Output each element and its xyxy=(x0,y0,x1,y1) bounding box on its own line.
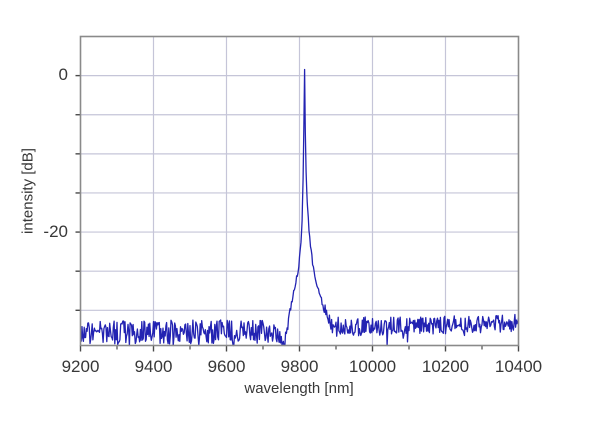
x-tick-label-10000: 10000 xyxy=(348,357,397,376)
x-tick-label-9400: 9400 xyxy=(134,357,173,376)
x-tick-label-10400: 10400 xyxy=(494,357,543,376)
y-tick-label-0: 0 xyxy=(58,65,68,84)
x-tick-label-9800: 9800 xyxy=(280,357,319,376)
x-tick-label-9200: 9200 xyxy=(61,357,100,376)
x-tick-label-10200: 10200 xyxy=(421,357,470,376)
y-tick-label-neg20: -20 xyxy=(43,222,68,241)
y-axis-title: intensity [dB] xyxy=(19,148,37,234)
x-axis-title: wavelength [nm] xyxy=(244,380,354,397)
x-tick-label-9600: 9600 xyxy=(207,357,246,376)
